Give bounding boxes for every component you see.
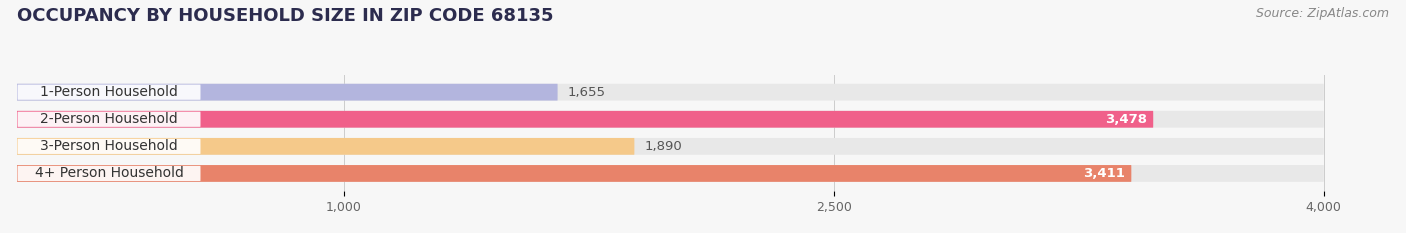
Text: 3,411: 3,411 [1083, 167, 1125, 180]
FancyBboxPatch shape [17, 138, 1324, 155]
FancyBboxPatch shape [17, 138, 634, 155]
Text: 4+ Person Household: 4+ Person Household [35, 166, 183, 180]
FancyBboxPatch shape [17, 84, 1324, 101]
FancyBboxPatch shape [17, 112, 201, 127]
FancyBboxPatch shape [17, 166, 201, 181]
Text: 1-Person Household: 1-Person Household [41, 85, 179, 99]
FancyBboxPatch shape [17, 85, 201, 100]
Text: 1,655: 1,655 [568, 86, 606, 99]
Text: OCCUPANCY BY HOUSEHOLD SIZE IN ZIP CODE 68135: OCCUPANCY BY HOUSEHOLD SIZE IN ZIP CODE … [17, 7, 554, 25]
FancyBboxPatch shape [17, 165, 1324, 182]
FancyBboxPatch shape [17, 111, 1153, 128]
Text: 1,890: 1,890 [644, 140, 682, 153]
Text: 3-Person Household: 3-Person Household [41, 139, 179, 153]
Text: 2-Person Household: 2-Person Household [41, 112, 179, 126]
Text: Source: ZipAtlas.com: Source: ZipAtlas.com [1256, 7, 1389, 20]
FancyBboxPatch shape [17, 165, 1132, 182]
FancyBboxPatch shape [17, 84, 558, 101]
FancyBboxPatch shape [17, 139, 201, 154]
FancyBboxPatch shape [17, 111, 1324, 128]
Text: 3,478: 3,478 [1105, 113, 1147, 126]
